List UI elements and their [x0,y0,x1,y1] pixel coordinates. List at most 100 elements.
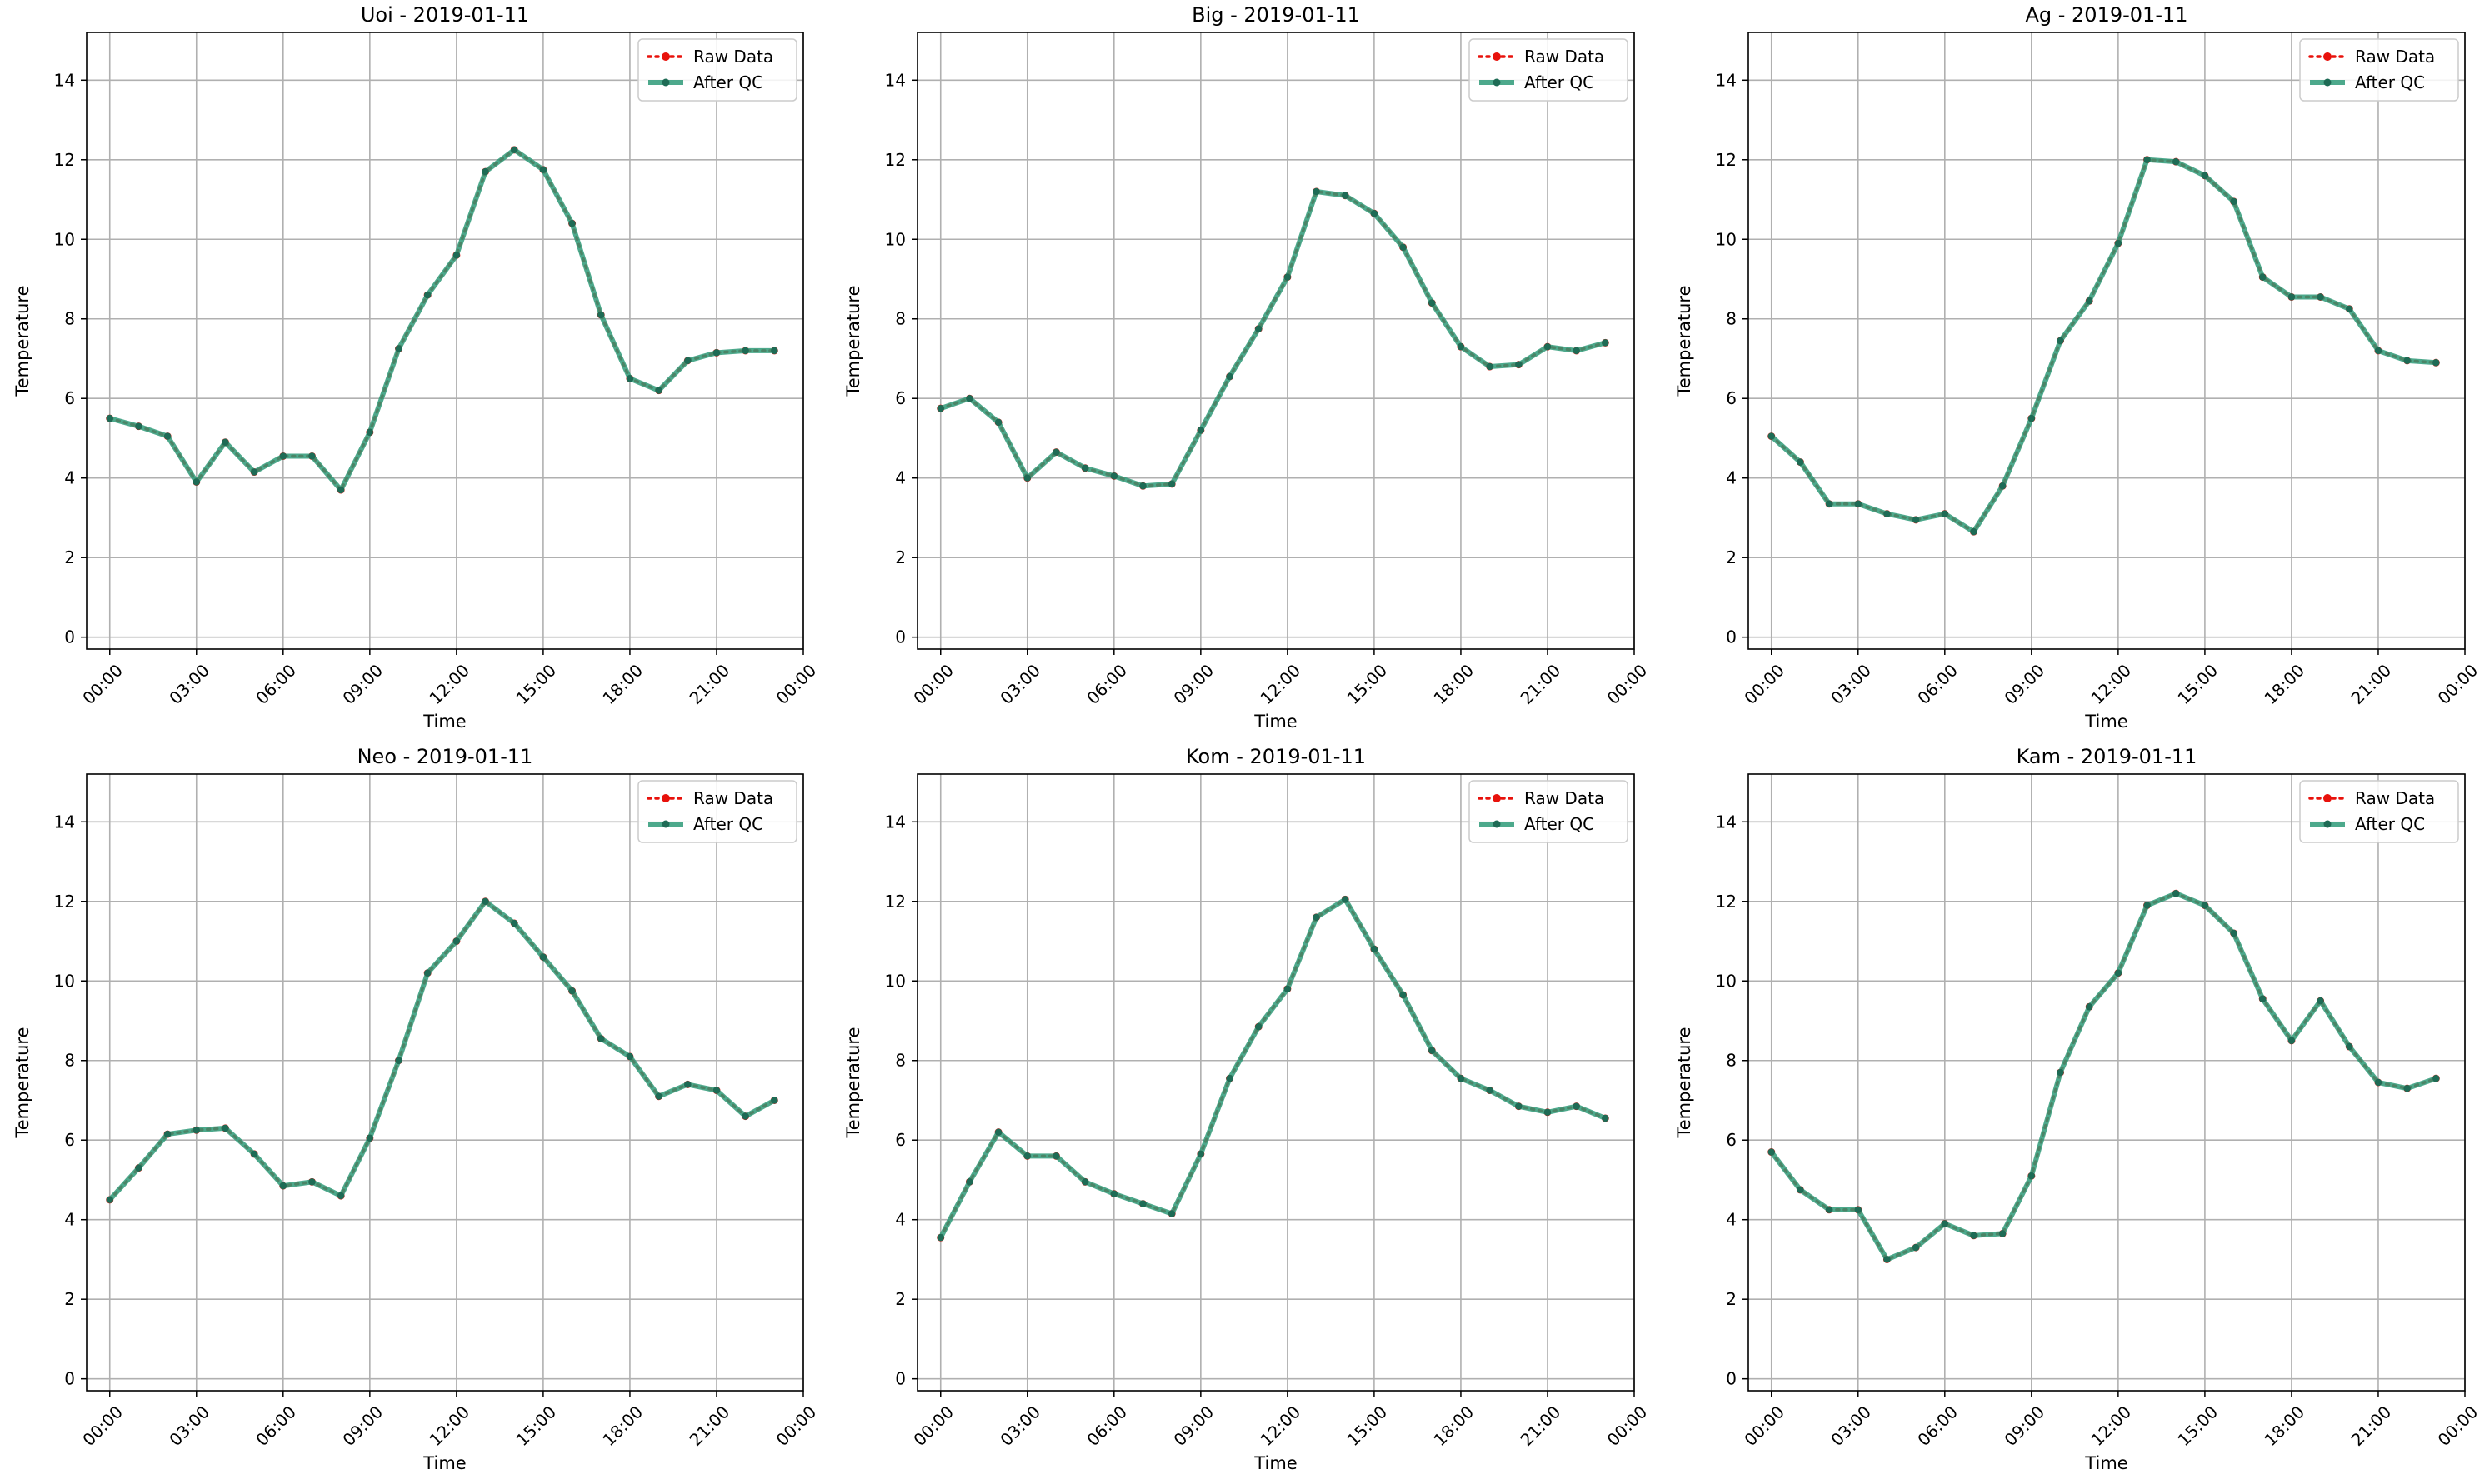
after-qc-line [108,898,776,1202]
after-qc-point [222,438,229,446]
after-qc-point [250,468,258,476]
y-tick-label: 2 [1726,1289,1737,1309]
y-tick-label: 6 [64,388,75,408]
after-qc-point [966,395,973,402]
after-qc-point [1254,1022,1262,1031]
after-qc-point [1486,1087,1493,1094]
y-tick-label: 2 [1726,547,1737,567]
y-tick-label: 0 [895,627,906,647]
after-qc-point [1998,482,2007,490]
after-qc-point [626,1052,634,1061]
after-qc-point [2028,1172,2036,1180]
x-tick-label: 00:00 [909,1402,958,1450]
after-qc-point [106,1196,113,1204]
after-qc-point [2374,347,2382,355]
axes-frame [917,32,1635,650]
after-qc-point [1023,474,1031,482]
x-tick-label: 06:00 [1082,660,1131,708]
y-tick-label: 4 [895,1210,906,1230]
x-tick-label: 18:00 [2260,660,2308,708]
after-qc-point [2057,1068,2064,1077]
x-tick-label: 09:00 [338,660,387,708]
after-qc-point [366,1134,374,1142]
after-qc-point [1515,1102,1522,1110]
after-qc-point [2230,197,2238,206]
x-tick-label: 21:00 [1517,660,1565,708]
after-qc-point [1428,299,1436,307]
after-qc-line [1769,891,2438,1262]
chart-panel-5: 0 2 4 6 8 10 12 14 00:00 03:00 06:00 09:00 12:00 15:0… [843,745,1651,1473]
x-axis-label: Time [422,712,466,732]
legend-frame [638,38,798,102]
after-qc-point [135,1164,142,1172]
after-qc-point [2201,902,2209,909]
after-qc-point [1543,1108,1552,1117]
after-qc-point [1486,362,1493,371]
x-tick-label: 06:00 [1913,660,1962,708]
y-tick-label: 8 [895,1051,906,1071]
legend-raw-marker [2323,794,2332,802]
x-tick-label: 12:00 [1256,1402,1304,1450]
legend-qc-marker [1492,820,1501,828]
y-tick-label: 6 [895,1130,906,1150]
y-tick-label: 14 [1716,812,1737,832]
legend-qc-label: After QC [2355,814,2425,834]
x-tick-label: 09:00 [2000,1402,2048,1450]
after-qc-point [1572,347,1580,355]
after-qc-point [1399,243,1407,252]
legend-qc-marker [2323,78,2332,87]
y-axis-label: Temperature [12,285,32,397]
after-qc-point [937,404,944,412]
after-qc-point [2114,239,2122,247]
after-qc-point [994,1128,1002,1136]
legend-raw-label: Raw Data [693,47,773,67]
after-qc-point [2317,293,2324,301]
legend: Raw Data After QC [638,38,798,102]
after-qc-point [250,1150,258,1158]
after-qc-point [163,432,172,440]
after-qc-point [2259,273,2267,281]
after-qc-point [1312,913,1320,922]
legend-raw-label: Raw Data [2355,47,2435,67]
after-qc-point [771,347,778,355]
x-tick-label: 12:00 [1256,660,1304,708]
after-qc-point [1797,1186,1804,1194]
after-qc-point [279,452,288,460]
after-qc-point [2288,293,2296,301]
x-tick-label: 15:00 [512,660,560,708]
after-qc-point [452,252,461,259]
after-qc-point [395,345,402,352]
after-qc-point [482,897,489,905]
after-qc-point [2317,997,2324,1005]
after-qc-point [1854,500,1862,507]
x-tick-label: 12:00 [425,660,473,708]
chart-title: Ag - 2019-01-11 [2025,3,2188,27]
after-qc-point [192,478,200,486]
y-tick-label: 12 [1716,150,1737,170]
x-tick-label: 15:00 [2173,660,2222,708]
after-qc-point [2432,1075,2440,1082]
y-tick-label: 6 [64,1130,75,1150]
y-tick-label: 6 [1726,388,1737,408]
y-tick-label: 12 [885,892,906,912]
y-tick-label: 8 [64,1051,75,1071]
x-tick-label: 00:00 [1603,1402,1652,1450]
legend: Raw Data After QC [1468,780,1628,843]
after-qc-point [2172,157,2180,166]
x-tick-label: 03:00 [1827,1402,1875,1450]
chart-panel-4: 0 2 4 6 8 10 12 14 00:00 03:00 06:00 09:00 12:00 15:0… [12,745,820,1473]
after-qc-point [712,349,721,357]
legend-raw-label: Raw Data [2355,788,2435,808]
after-qc-point [1168,1210,1176,1217]
y-tick-label: 4 [895,468,906,488]
axes-frame [1748,32,2466,650]
legend-qc-label: After QC [693,72,763,92]
chart-panel-3: 0 2 4 6 8 10 12 14 00:00 03:00 06:00 09:00 12:00 15:0… [1674,3,2482,732]
after-qc-point [2028,414,2036,422]
after-qc-point [2288,1037,2296,1045]
after-qc-point [1312,187,1320,196]
x-axis-label: Time [2084,1453,2128,1473]
after-qc-point [1023,1152,1031,1160]
after-qc-point [308,452,316,460]
raw-data-line [938,190,1608,488]
